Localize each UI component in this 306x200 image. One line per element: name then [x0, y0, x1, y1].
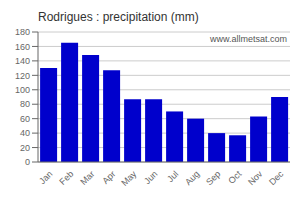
svg-text:May: May	[119, 169, 138, 188]
svg-text:Nov: Nov	[246, 169, 265, 188]
svg-text:0: 0	[25, 157, 30, 167]
svg-text:20: 20	[20, 143, 30, 153]
svg-text:Sep: Sep	[204, 169, 222, 187]
html-text:Rodrigues : precipitation (mm): Rodrigues : precipitation (mm)	[38, 10, 199, 24]
svg-text:60: 60	[20, 114, 30, 124]
svg-text:40: 40	[20, 128, 30, 138]
svg-text:Aug: Aug	[183, 169, 201, 187]
svg-text:Dec: Dec	[267, 169, 286, 188]
svg-text:Jul: Jul	[165, 169, 180, 184]
svg-text:120: 120	[15, 71, 30, 81]
svg-text:Jun: Jun	[142, 169, 159, 186]
svg-text:160: 160	[15, 42, 30, 52]
svg-text:Feb: Feb	[57, 169, 75, 187]
svg-text:Oct: Oct	[226, 169, 243, 186]
svg-text:Jan: Jan	[37, 169, 54, 186]
svg-text:140: 140	[15, 56, 30, 66]
svg-text:Apr: Apr	[100, 169, 117, 186]
svg-text:100: 100	[15, 85, 30, 95]
svg-text:Mar: Mar	[78, 169, 96, 187]
svg-text:80: 80	[20, 99, 30, 109]
svg-text:180: 180	[15, 27, 30, 37]
html-text:www.allmetsat.com: www.allmetsat.com	[210, 34, 287, 44]
